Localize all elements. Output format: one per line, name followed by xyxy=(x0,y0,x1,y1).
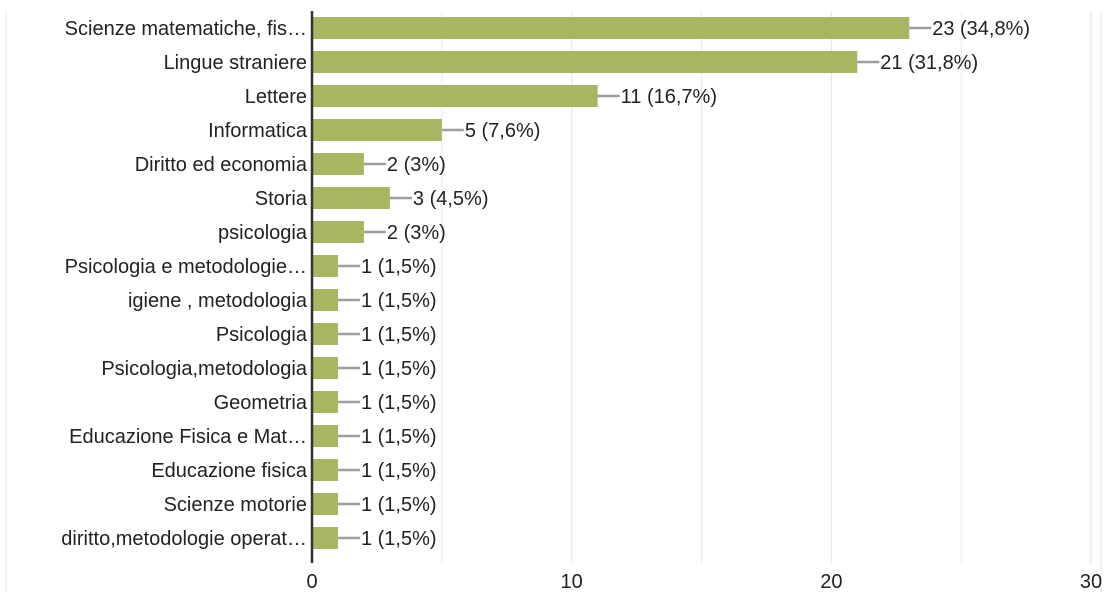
data-label: 11 (16,7%) xyxy=(621,86,717,108)
bar xyxy=(312,357,338,379)
bar xyxy=(312,323,338,345)
category-label: Diritto ed economia xyxy=(135,154,308,176)
data-label: 1 (1,5%) xyxy=(361,358,437,380)
category-label: diritto,metodologie operat… xyxy=(61,528,307,550)
category-label: Informatica xyxy=(208,120,308,142)
x-axis-ticks: 0 10 20 30 xyxy=(306,571,1102,592)
category-label: Scienze matematiche, fis… xyxy=(65,18,307,40)
data-labels: 23 (34,8%) 21 (31,8%) 11 (16,7%) 5 (7,6%) 2 … xyxy=(337,18,1030,550)
data-label: 3 (4,5%) xyxy=(413,188,489,210)
x-tick-label: 20 xyxy=(820,571,842,592)
bar xyxy=(312,153,364,175)
data-label: 1 (1,5%) xyxy=(361,494,437,516)
bar xyxy=(312,255,338,277)
x-tick-label: 30 xyxy=(1080,571,1102,592)
data-label: 2 (3%) xyxy=(387,154,446,176)
bar xyxy=(312,187,390,209)
category-label: Psicologia e metodologie… xyxy=(65,256,307,278)
data-label: 23 (34,8%) xyxy=(932,18,1030,40)
x-tick-label: 0 xyxy=(306,571,317,592)
category-label: Geometria xyxy=(214,392,308,414)
category-label: Psicologia,metodologia xyxy=(101,358,308,380)
data-label: 1 (1,5%) xyxy=(361,256,437,278)
data-label: 2 (3%) xyxy=(387,222,446,244)
x-tick-label: 10 xyxy=(561,571,583,592)
bar xyxy=(312,425,338,447)
data-label: 1 (1,5%) xyxy=(361,392,437,414)
bar xyxy=(312,391,338,413)
bar xyxy=(312,221,364,243)
data-label: 5 (7,6%) xyxy=(465,120,541,142)
category-labels: Scienze matematiche, fis… Lingue stranier… xyxy=(61,18,308,550)
bar xyxy=(312,289,338,311)
data-label: 1 (1,5%) xyxy=(361,426,437,448)
bar xyxy=(312,119,442,141)
data-label: 1 (1,5%) xyxy=(361,290,437,312)
bars xyxy=(312,17,910,549)
data-label: 1 (1,5%) xyxy=(361,460,437,482)
bar xyxy=(312,459,338,481)
bar xyxy=(312,527,338,549)
data-label: 1 (1,5%) xyxy=(361,528,437,550)
category-label: psicologia xyxy=(218,222,308,244)
category-label: Scienze motorie xyxy=(164,494,307,516)
category-label: Educazione fisica xyxy=(151,460,308,482)
category-label: Lingue straniere xyxy=(164,52,307,74)
data-label: 21 (31,8%) xyxy=(880,52,978,74)
bar xyxy=(312,51,858,73)
category-label: Storia xyxy=(255,188,308,210)
category-label: Educazione Fisica e Mat… xyxy=(69,426,307,448)
bar xyxy=(312,493,338,515)
bar xyxy=(312,17,910,39)
category-label: igiene , metodologia xyxy=(128,290,308,312)
bar xyxy=(312,85,598,107)
category-label: Psicologia xyxy=(216,324,308,346)
data-label: 1 (1,5%) xyxy=(361,324,437,346)
category-label: Lettere xyxy=(245,86,307,108)
